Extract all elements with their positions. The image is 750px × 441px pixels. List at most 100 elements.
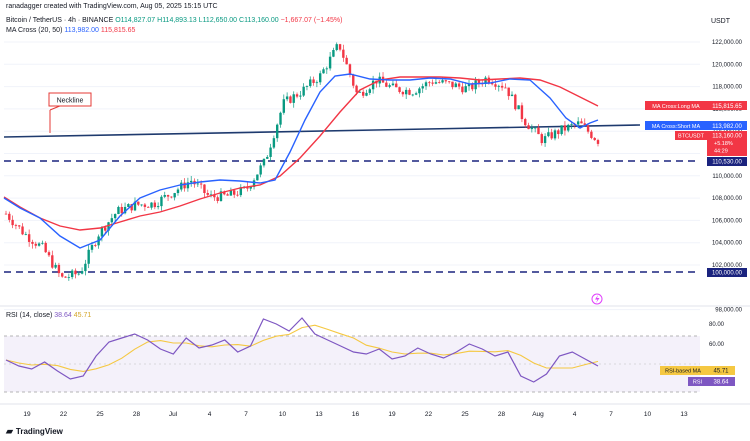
candle-body (140, 204, 143, 206)
candle-body (428, 82, 431, 84)
candle-body (309, 79, 312, 87)
candle-body (44, 242, 47, 253)
time-tick-label: 16 (352, 411, 360, 418)
candle-body (305, 86, 309, 87)
candle-body (537, 127, 540, 135)
ma-cross-legend[interactable]: MA Cross (20, 50) 113,982.00 115,815.65 (6, 27, 135, 34)
time-axis[interactable]: 19 22 25 28 Jul 4 7 10 13 16 19 22 25 28 Aug 4 7 10 13 (23, 411, 688, 418)
candle-body (543, 136, 547, 144)
candle-body (24, 234, 28, 236)
candle-body (61, 273, 64, 277)
candle-body (530, 127, 534, 130)
candle-body (338, 44, 342, 50)
price-tick-label: 98,000.00 (715, 308, 742, 314)
rsi-tick-label: 60.00 (709, 342, 725, 348)
candle-body (454, 83, 457, 88)
candle-body (256, 174, 259, 181)
candle-body (213, 194, 216, 198)
candle-body (120, 206, 123, 214)
tradingview-logo[interactable]: ▰ TradingView (6, 426, 63, 437)
time-tick-label: 13 (680, 411, 688, 418)
candle-body (11, 219, 14, 226)
rsi-ma-tag (707, 366, 735, 375)
candle-body (533, 127, 537, 129)
candle-body (51, 255, 54, 268)
ma-short-tag (707, 121, 747, 130)
credit-text: ranadagger created with TradingView.com,… (6, 3, 218, 10)
rsi-label: RSI (14, close) (6, 312, 53, 319)
candle-body (441, 80, 444, 83)
ohlc-l-label: L (198, 17, 203, 24)
candle-body (123, 206, 127, 214)
candle-body (269, 147, 272, 157)
candle-body (557, 130, 560, 135)
candle-body (494, 84, 497, 87)
candle-body (14, 225, 18, 226)
time-tick-label: 25 (96, 411, 104, 418)
ohlc-h: 114,893.13 (162, 17, 197, 24)
candle-body (137, 201, 140, 205)
rsi-ma-value: 45.71 (73, 312, 92, 319)
candle-body (47, 252, 51, 256)
rsi-name: RSI (693, 380, 703, 386)
candle-body (576, 121, 580, 125)
price-tick-label: 122,000.00 (712, 40, 743, 46)
time-tick-label: 4 (573, 411, 577, 418)
candle-body (107, 222, 110, 231)
candle-body (153, 202, 157, 208)
candle-body (4, 213, 8, 215)
candle-body (223, 191, 226, 195)
candle-body (461, 86, 464, 93)
candle-body (67, 277, 71, 278)
rsi-tick-label: 80.00 (709, 322, 725, 328)
candle-body (467, 83, 471, 87)
candle-body (547, 132, 550, 137)
rsi-legend[interactable]: RSI (14, close) 38.64 45.71 (6, 312, 91, 319)
ma-short-price: 113,982.00 (712, 124, 742, 130)
candle-body (150, 202, 153, 208)
ma-long-tag (707, 101, 747, 110)
candle-body (233, 190, 236, 195)
candle-body (418, 88, 421, 94)
rsi-tag (707, 377, 735, 386)
rsi-value: 38.64 (54, 312, 72, 319)
candle-body (358, 91, 362, 93)
candle-body (414, 93, 418, 95)
time-tick-label: 22 (425, 411, 433, 418)
candle-body (424, 82, 428, 87)
candle-body (130, 204, 133, 211)
candle-body (216, 197, 219, 201)
candle-body (163, 195, 166, 197)
candle-body (365, 92, 368, 96)
candle-body (391, 83, 395, 86)
candle-body (583, 123, 586, 126)
candle-body (170, 196, 173, 198)
neckline-trendline[interactable] (3, 124, 641, 138)
time-tick-label: 13 (315, 411, 323, 418)
time-tick-label: 19 (388, 411, 396, 418)
symbol-pair[interactable]: Bitcoin / TetherUS · 4h · BINANCE (6, 17, 114, 24)
candle-body (117, 206, 120, 215)
ohlc-o: 114,827.07 (120, 17, 156, 24)
ma-short-line (3, 73, 599, 249)
candle-body (186, 182, 190, 189)
time-tick-label: 4 (208, 411, 212, 418)
candle-body (8, 213, 11, 220)
candle-body (57, 264, 61, 274)
rsi-line (5, 317, 599, 383)
candle-body (289, 96, 292, 103)
candle-body (21, 226, 24, 235)
candle-body (41, 242, 44, 244)
candle-body (520, 105, 524, 120)
candle-body (408, 89, 411, 95)
candle-body (27, 234, 31, 242)
candle-body (398, 87, 401, 92)
candle-body (490, 82, 494, 85)
ohlc-h-label: H (157, 17, 163, 24)
candle-body (173, 193, 176, 198)
candle-body (550, 132, 553, 139)
candle-body (226, 194, 229, 196)
symbol-header: Bitcoin / TetherUS · 4h · BINANCE O114,8… (6, 17, 342, 24)
candle-body (196, 183, 200, 185)
